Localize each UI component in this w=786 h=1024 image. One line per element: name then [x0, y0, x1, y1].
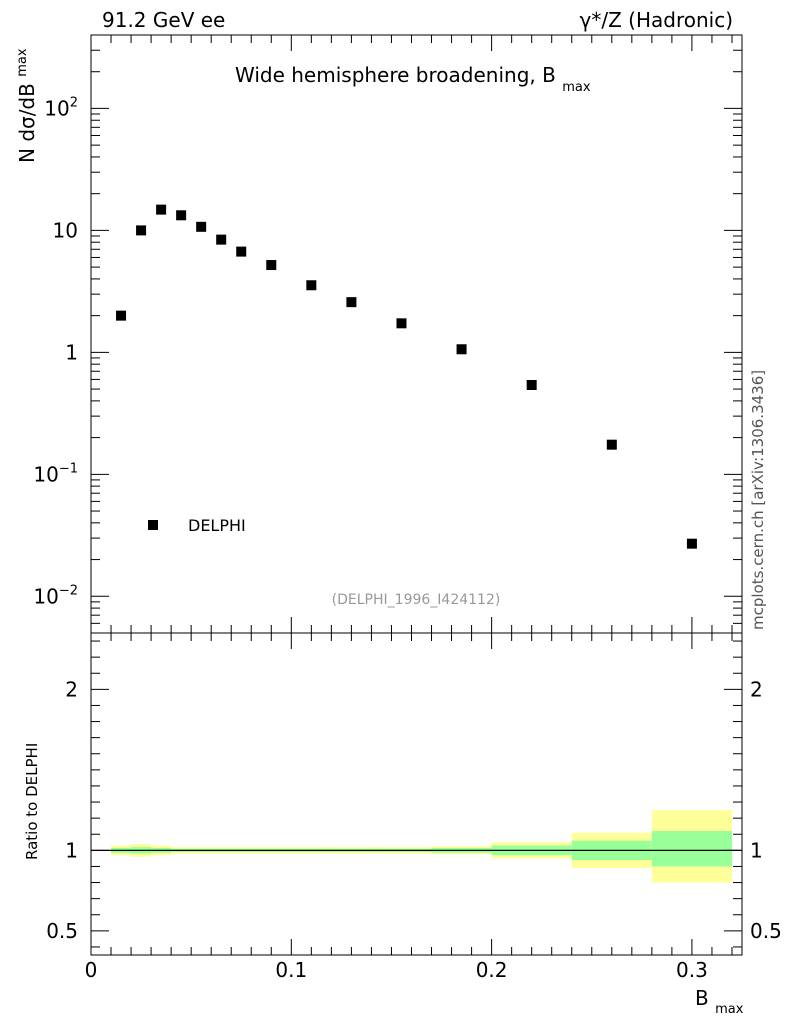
ratio-axis-ticks — [90, 633, 742, 955]
main-y-tick-label-base: 10 — [33, 584, 58, 608]
main-y-tick-label: 10−2 — [33, 583, 78, 608]
legend-marker — [148, 520, 158, 530]
data-point — [396, 318, 407, 329]
main-y-tick-label-base: 10 — [33, 462, 58, 486]
x-tick-label: 0 — [85, 958, 98, 982]
side-watermark-label: mcplots.cern.ch [arXiv:1306.3436] — [749, 370, 767, 630]
ratio-inner-band — [651, 831, 732, 867]
data-point — [686, 538, 697, 549]
x-axis-label-text: B — [695, 986, 709, 1010]
ratio-y-tick-label-left: 1 — [65, 838, 78, 862]
ratio-y-tick-label-right: 0.5 — [750, 919, 782, 943]
main-plot: Wide hemisphere broadening, B max N dσ/d… — [15, 34, 743, 634]
legend: DELPHI — [148, 516, 246, 535]
data-point — [216, 234, 227, 245]
main-y-tick-label-base: 10 — [53, 218, 78, 242]
data-point — [156, 204, 167, 215]
main-axis-ticks — [90, 34, 742, 634]
x-tick-label: 0.1 — [275, 958, 307, 982]
data-point — [606, 439, 617, 450]
data-point — [456, 344, 467, 355]
main-y-tick-label-base: 10 — [44, 96, 69, 120]
data-points — [116, 204, 697, 549]
data-point — [136, 225, 147, 236]
header-process-label: γ*/Z (Hadronic) — [580, 8, 733, 32]
main-title: Wide hemisphere broadening, B max — [235, 63, 591, 95]
ratio-plot-frame — [90, 632, 743, 956]
main-y-tick-label-base: 1 — [65, 340, 78, 364]
main-title-subscript: max — [562, 80, 591, 95]
main-y-axis-label-text: N dσ/dB — [15, 83, 39, 163]
main-plot-frame — [90, 34, 743, 634]
ratio-y-tick-label-left: 2 — [65, 677, 78, 701]
main-y-axis-label: N dσ/dB max — [15, 48, 39, 163]
x-axis-label: B max — [695, 986, 744, 1017]
x-axis-label-subscript: max — [715, 1002, 744, 1017]
analysis-id-annotation: (DELPHI_1996_I424112) — [332, 592, 501, 608]
x-tick-label: 0.3 — [676, 958, 708, 982]
data-point — [176, 210, 187, 221]
data-point — [196, 221, 207, 232]
data-point — [346, 297, 357, 308]
main-y-tick-label: 10 — [53, 218, 78, 242]
data-point — [306, 280, 317, 291]
data-point — [116, 310, 127, 321]
ratio-x-tick-labels: 0 0.1 0.2 0.3 — [85, 958, 708, 982]
legend-label: DELPHI — [188, 516, 246, 535]
ratio-y-tick-label-left: 0.5 — [46, 919, 78, 943]
header-energy-label: 91.2 GeV ee — [102, 8, 225, 32]
ratio-y-tick-label-right: 1 — [750, 838, 763, 862]
ratio-uncertainty-bands — [111, 810, 732, 883]
ratio-y-axis-label: Ratio to DELPHI — [23, 743, 41, 860]
x-tick-label: 0.2 — [476, 958, 508, 982]
data-point — [266, 260, 277, 271]
ratio-y-tick-labels: 0.5 0.5 1 1 2 2 — [46, 677, 782, 943]
main-y-tick-label-exponent: 2 — [70, 95, 78, 110]
main-y-tick-label: 102 — [44, 95, 78, 120]
data-point — [526, 379, 537, 390]
main-y-axis-label-subscript: max — [15, 48, 30, 77]
ratio-y-tick-label-right: 2 — [750, 677, 763, 701]
main-y-tick-label: 10−1 — [33, 461, 78, 486]
main-title-text: Wide hemisphere broadening, B — [235, 63, 556, 87]
data-point — [236, 246, 247, 257]
ratio-plot: Ratio to DELPHI 0.5 0.5 1 1 2 2 0 0.1 0.2 0.3 B … — [23, 632, 782, 1017]
main-y-tick-label: 1 — [65, 340, 78, 364]
main-y-tick-label-exponent: −2 — [59, 583, 78, 598]
main-y-tick-label-exponent: −1 — [59, 461, 78, 476]
